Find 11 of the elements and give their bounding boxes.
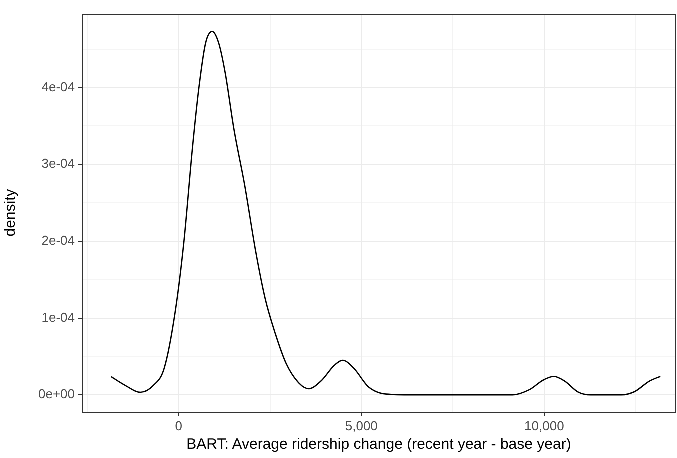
x-tick-label: 0 bbox=[175, 418, 182, 434]
y-tick-label: 3e-04 bbox=[42, 156, 75, 172]
x-tick-label: 10,000 bbox=[524, 418, 564, 434]
x-tick-label: 5,000 bbox=[345, 418, 378, 434]
x-axis-title: BART: Average ridership change (recent year - base year) bbox=[186, 436, 572, 454]
y-tick-label: 4e-04 bbox=[42, 79, 75, 94]
y-tick-label: 0e+00 bbox=[38, 386, 75, 402]
y-tick-label: 2e-04 bbox=[42, 233, 75, 248]
y-axis-title: density bbox=[2, 188, 20, 237]
line-series bbox=[110, 31, 662, 396]
y-tick-label: 1e-04 bbox=[42, 310, 75, 325]
